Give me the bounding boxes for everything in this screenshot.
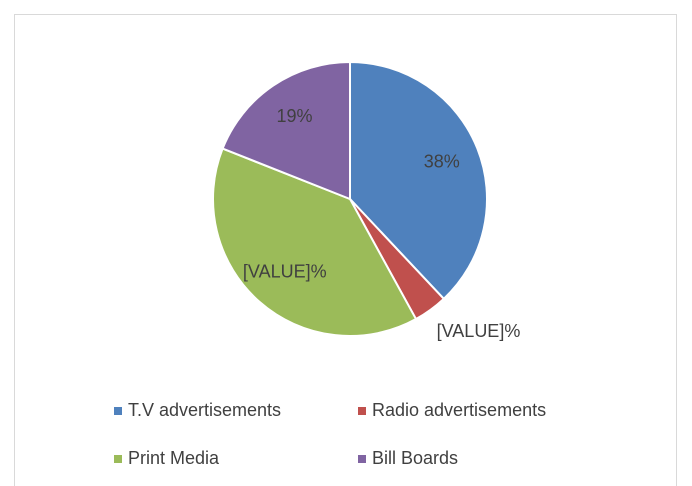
legend-label: Bill Boards xyxy=(372,448,458,468)
pie-slice xyxy=(212,147,418,337)
data-label: 38% xyxy=(424,151,460,171)
chart-frame xyxy=(14,14,677,486)
data-label: [VALUE]% xyxy=(243,262,327,282)
data-label: [VALUE]% xyxy=(437,321,521,341)
legend-marker xyxy=(358,455,366,463)
legend-marker xyxy=(358,407,366,415)
legend-label: Print Media xyxy=(128,448,220,468)
legend-marker xyxy=(114,455,122,463)
legend-label: Radio advertisements xyxy=(372,400,546,420)
pie-slice xyxy=(221,60,351,201)
legend-marker xyxy=(114,407,122,415)
data-label: 19% xyxy=(277,106,313,126)
pie-slice xyxy=(349,60,488,301)
legend-label: T.V advertisements xyxy=(128,400,281,420)
